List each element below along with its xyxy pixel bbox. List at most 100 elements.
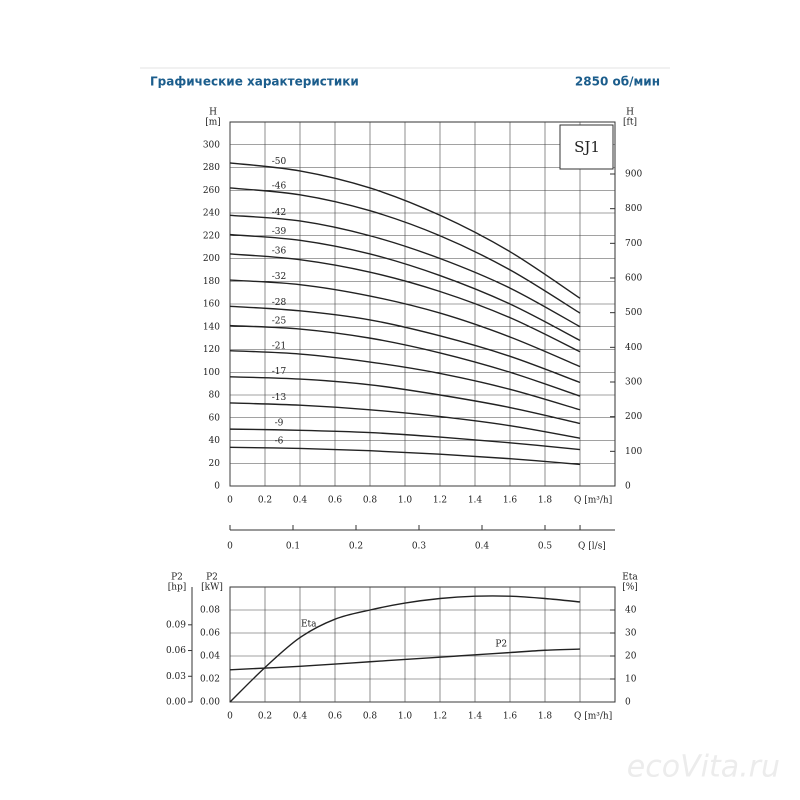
secondary-x-tick-label: 0.4 xyxy=(475,542,490,552)
y2-tick-label: 500 xyxy=(625,308,642,318)
y-tick-label: 220 xyxy=(203,231,220,241)
x-tick-label: 0.6 xyxy=(328,712,343,722)
y-tick-label: 160 xyxy=(203,300,220,310)
y-tick-label: 60 xyxy=(209,413,221,423)
series-label: -17 xyxy=(272,367,287,377)
series-label: -46 xyxy=(272,181,287,191)
y-tick-label: 300 xyxy=(203,140,220,150)
curve xyxy=(229,233,581,342)
series-label: -50 xyxy=(272,157,287,167)
y-tick-label: 260 xyxy=(203,186,220,196)
x-tick-label: 0 xyxy=(227,496,233,506)
curve xyxy=(229,187,581,314)
series-label: -21 xyxy=(272,342,287,352)
curve xyxy=(229,162,581,299)
y-tick-label: 0.02 xyxy=(200,675,220,685)
x-tick-label: 0.2 xyxy=(258,496,272,506)
series-label: -28 xyxy=(272,298,287,308)
series-label: -42 xyxy=(272,208,287,218)
y2-axis-label: Eta xyxy=(622,573,638,583)
series-label: P2 xyxy=(495,640,507,650)
y-tick-label: 140 xyxy=(203,322,220,332)
x-tick-label: 1.0 xyxy=(398,496,413,506)
series-label: -6 xyxy=(275,437,284,447)
y2-tick-label: 0 xyxy=(625,482,631,492)
series-label: Eta xyxy=(301,620,317,630)
model-box xyxy=(559,124,614,170)
x-tick-label: 1.4 xyxy=(468,712,483,722)
curve xyxy=(229,305,581,384)
curve xyxy=(229,376,581,425)
x-tick-label: Q [m³/h] xyxy=(574,712,612,722)
y3-axis-label: [hp] xyxy=(168,583,187,593)
curve xyxy=(229,648,581,671)
secondary-x-tick-label: 0.3 xyxy=(412,542,427,552)
x-tick-label: 0.6 xyxy=(328,496,343,506)
secondary-x-tick-label: 0 xyxy=(227,542,233,552)
y-axis-label: H xyxy=(209,108,217,118)
y-tick-label: 0 xyxy=(214,482,220,492)
y-tick-label: 180 xyxy=(203,277,220,287)
y-tick-label: 0.04 xyxy=(200,652,220,662)
y2-axis-label: [ft] xyxy=(623,118,637,128)
curve xyxy=(229,402,581,439)
x-tick-label: 1.6 xyxy=(503,712,518,722)
curve xyxy=(229,446,581,466)
y-tick-label: 240 xyxy=(203,209,220,219)
x-tick-label: 0.2 xyxy=(258,712,272,722)
y2-tick-label: 30 xyxy=(625,629,637,639)
x-tick-label: 1.8 xyxy=(538,496,553,506)
y-tick-label: 20 xyxy=(209,459,221,469)
x-tick-label: 1.4 xyxy=(468,496,483,506)
y-tick-label: 0.06 xyxy=(200,629,220,639)
series-label: -13 xyxy=(272,393,287,403)
curve xyxy=(229,253,581,353)
y-tick-label: 40 xyxy=(209,436,221,446)
watermark: ecoVita.ru xyxy=(627,750,780,785)
x-tick-label: 1.0 xyxy=(398,712,413,722)
y2-tick-label: 800 xyxy=(625,204,642,214)
x-tick-label: 1.2 xyxy=(433,712,447,722)
curve xyxy=(229,279,581,368)
y2-tick-label: 20 xyxy=(625,652,637,662)
secondary-x-tick-label: 0.1 xyxy=(286,542,300,552)
x-tick-label: 1.2 xyxy=(433,496,447,506)
y2-tick-label: 0 xyxy=(625,698,631,708)
curve xyxy=(229,428,581,451)
series-label: -25 xyxy=(272,317,287,327)
y-tick-label: 120 xyxy=(203,345,220,355)
curve xyxy=(229,324,581,397)
secondary-x-tick-label: Q [l/s] xyxy=(578,542,606,552)
series-label: -32 xyxy=(272,272,287,282)
y2-axis-label: [%] xyxy=(622,583,638,593)
y3-tick-label: 0.03 xyxy=(166,672,186,682)
plot-frame xyxy=(229,586,616,703)
y-axis-label: [kW] xyxy=(201,583,223,593)
x-tick-label: 1.8 xyxy=(538,712,553,722)
curve xyxy=(229,595,581,703)
x-tick-label: 0.8 xyxy=(363,712,378,722)
pump-speed: 2850 об/мин xyxy=(575,75,660,89)
y3-tick-label: 0.06 xyxy=(166,646,186,656)
y2-tick-label: 10 xyxy=(625,675,637,685)
page-title: Графические характеристики xyxy=(150,75,359,89)
x-tick-label: 0 xyxy=(227,712,233,722)
y-tick-label: 280 xyxy=(203,163,220,173)
y2-tick-label: 40 xyxy=(625,606,637,616)
y-tick-label: 100 xyxy=(203,368,220,378)
series-label: -36 xyxy=(272,246,287,256)
series-label: -39 xyxy=(272,227,287,237)
model-name: SJ1 xyxy=(574,138,600,156)
x-tick-label: 0.8 xyxy=(363,496,378,506)
y2-tick-label: 200 xyxy=(625,412,642,422)
y-tick-label: 80 xyxy=(209,391,221,401)
secondary-x-tick-label: 0.5 xyxy=(538,542,553,552)
x-tick-label: 0.4 xyxy=(293,496,308,506)
y3-tick-label: 0.09 xyxy=(166,620,186,630)
y2-tick-label: 600 xyxy=(625,274,642,284)
y2-axis-label: H xyxy=(626,108,634,118)
x-tick-label: 0.4 xyxy=(293,712,308,722)
series-label: -9 xyxy=(275,418,284,428)
